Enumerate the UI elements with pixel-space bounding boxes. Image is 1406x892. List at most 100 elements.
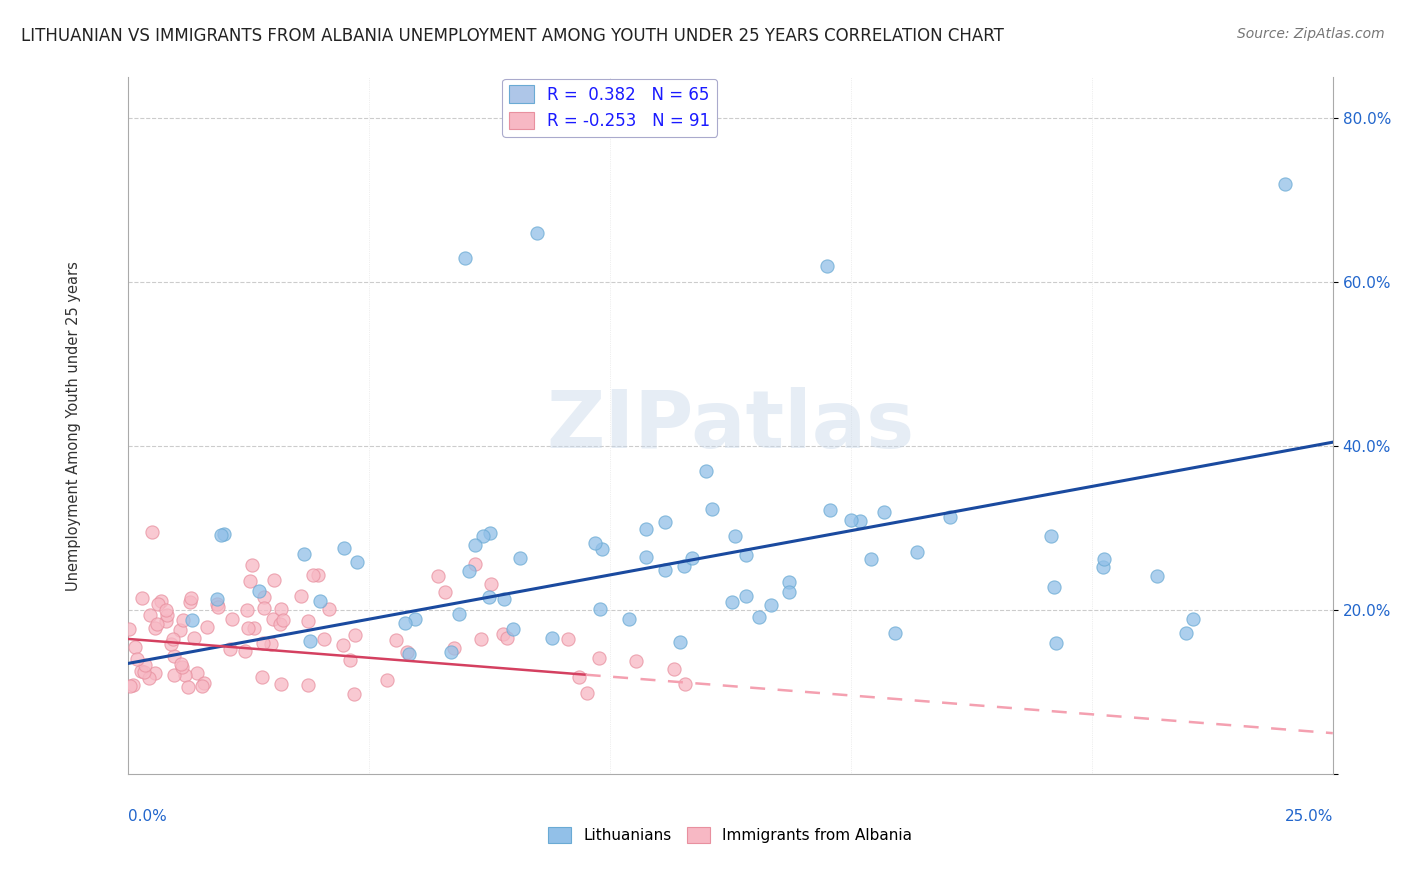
Point: [375, 673, 398, 687]
Text: 0.0%: 0.0%: [128, 809, 166, 824]
Point: [884, 626, 907, 640]
Point: [478, 591, 501, 605]
Point: [557, 632, 579, 646]
Point: [243, 621, 266, 635]
Point: [761, 598, 783, 612]
Point: [146, 617, 169, 632]
Point: [589, 602, 612, 616]
Point: [583, 536, 606, 550]
Text: LITHUANIAN VS IMMIGRANTS FROM ALBANIA UNEMPLOYMENT AMONG YOUTH UNDER 25 YEARS CO: LITHUANIAN VS IMMIGRANTS FROM ALBANIA UN…: [21, 27, 1004, 45]
Point: [734, 548, 756, 562]
Point: [636, 522, 658, 536]
Point: [588, 651, 610, 665]
Point: [1181, 612, 1204, 626]
Point: [309, 593, 332, 607]
Point: [195, 620, 218, 634]
Point: [479, 577, 502, 591]
Point: [183, 631, 205, 645]
Point: [470, 632, 492, 646]
Point: [146, 597, 169, 611]
Point: [290, 589, 312, 603]
Text: ZIPatlas: ZIPatlas: [546, 387, 914, 465]
Point: [253, 590, 276, 604]
Point: [748, 610, 770, 624]
Point: [464, 537, 486, 551]
Point: [492, 592, 515, 607]
Point: [207, 591, 229, 606]
Point: [426, 568, 449, 582]
Point: [269, 616, 291, 631]
Text: Source: ZipAtlas.com: Source: ZipAtlas.com: [1237, 27, 1385, 41]
Point: [454, 251, 477, 265]
Point: [385, 632, 408, 647]
Point: [343, 687, 366, 701]
Point: [156, 607, 179, 622]
Point: [236, 603, 259, 617]
Point: [118, 680, 141, 694]
Point: [1043, 580, 1066, 594]
Point: [568, 670, 591, 684]
Point: [672, 559, 695, 574]
Point: [344, 627, 367, 641]
Point: [312, 632, 335, 646]
Point: [873, 505, 896, 519]
Point: [118, 622, 141, 636]
Point: [122, 678, 145, 692]
Point: [240, 558, 263, 572]
Point: [849, 514, 872, 528]
Point: [191, 679, 214, 693]
Point: [720, 595, 742, 609]
Point: [668, 635, 690, 649]
Point: [818, 503, 841, 517]
Point: [591, 542, 613, 557]
Point: [654, 515, 676, 529]
Point: [131, 591, 153, 606]
Point: [162, 632, 184, 646]
Point: [318, 602, 340, 616]
Point: [654, 563, 676, 577]
Point: [404, 612, 426, 626]
Point: [270, 602, 292, 616]
Point: [735, 589, 758, 603]
Point: [492, 626, 515, 640]
Point: [149, 594, 172, 608]
Point: [155, 603, 177, 617]
Point: [172, 613, 194, 627]
Point: [841, 513, 863, 527]
Point: [664, 662, 686, 676]
Point: [673, 677, 696, 691]
Point: [509, 550, 531, 565]
Point: [939, 509, 962, 524]
Point: [297, 614, 319, 628]
Point: [398, 647, 420, 661]
Point: [292, 548, 315, 562]
Point: [496, 631, 519, 645]
Point: [815, 259, 838, 273]
Legend: R =  0.382   N = 65, R = -0.253   N = 91: R = 0.382 N = 65, R = -0.253 N = 91: [502, 78, 717, 136]
Point: [180, 613, 202, 627]
Point: [434, 585, 457, 599]
Point: [209, 528, 232, 542]
Point: [541, 631, 564, 645]
Point: [249, 583, 271, 598]
Point: [778, 574, 800, 589]
Point: [576, 686, 599, 700]
Point: [143, 621, 166, 635]
Point: [1092, 552, 1115, 566]
Point: [180, 591, 202, 605]
Point: [252, 636, 274, 650]
Point: [859, 551, 882, 566]
Point: [458, 564, 481, 578]
Point: [125, 651, 148, 665]
Point: [636, 550, 658, 565]
Point: [702, 502, 724, 516]
Point: [177, 681, 200, 695]
Point: [1146, 568, 1168, 582]
Point: [174, 667, 197, 681]
Point: [163, 668, 186, 682]
Point: [193, 676, 215, 690]
Point: [332, 638, 354, 652]
Point: [1175, 625, 1198, 640]
Point: [250, 670, 273, 684]
Point: [695, 464, 717, 478]
